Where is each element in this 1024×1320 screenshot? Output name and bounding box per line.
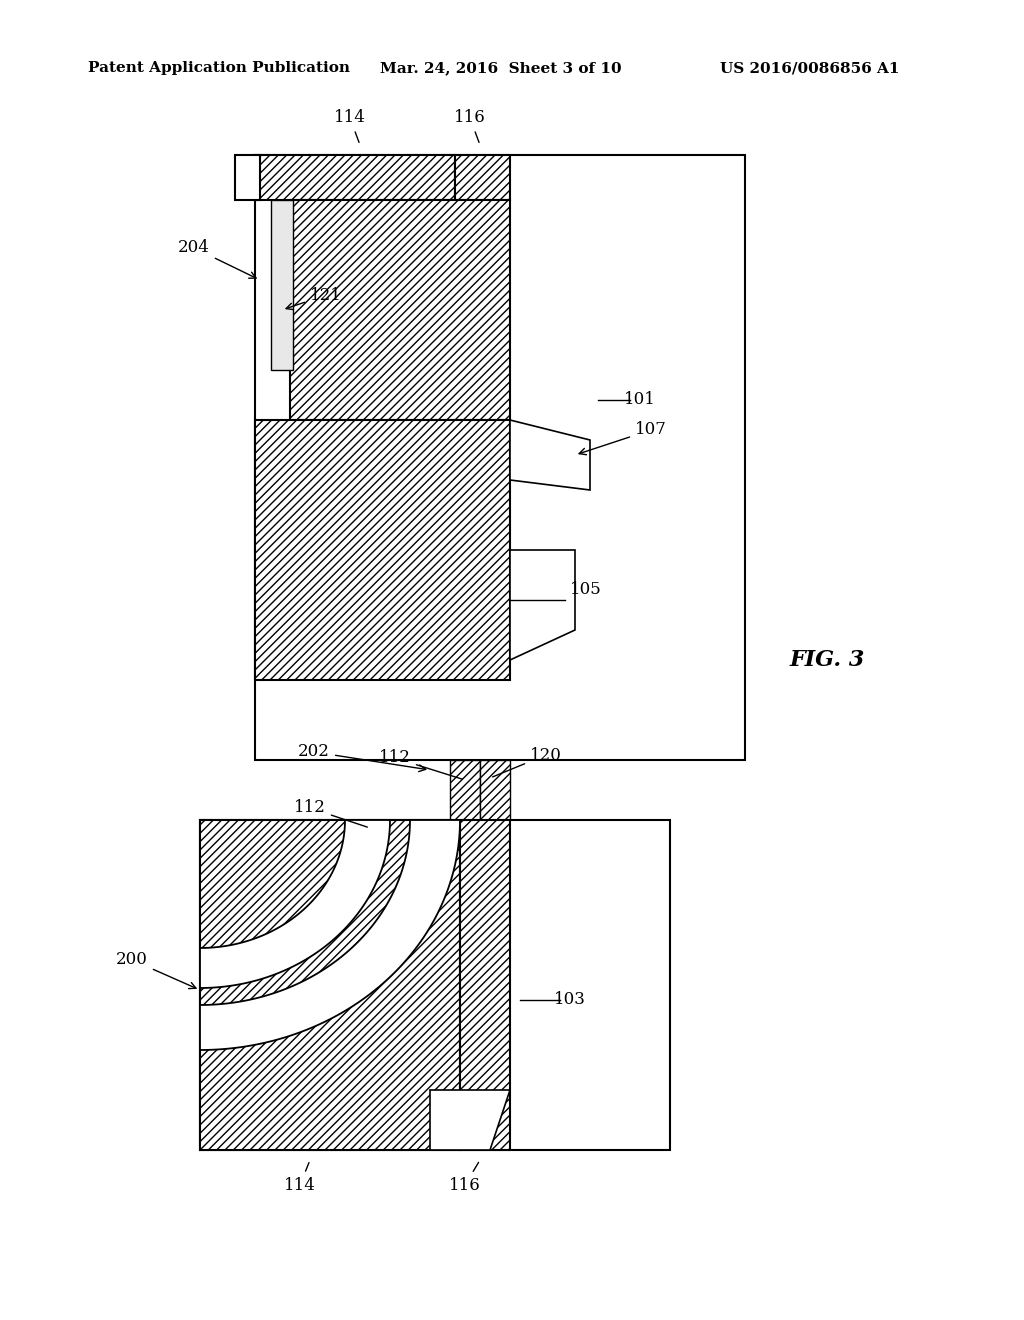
Polygon shape [200, 820, 390, 987]
Text: 114: 114 [334, 110, 366, 143]
Polygon shape [510, 420, 590, 490]
Text: 200: 200 [116, 952, 196, 989]
Text: 112: 112 [294, 800, 368, 828]
Polygon shape [290, 201, 510, 420]
Text: 101: 101 [624, 392, 656, 408]
Polygon shape [450, 760, 480, 820]
Polygon shape [455, 154, 510, 201]
Polygon shape [510, 550, 575, 660]
Polygon shape [255, 154, 455, 201]
Polygon shape [460, 820, 510, 1150]
Text: 103: 103 [554, 991, 586, 1008]
Text: 107: 107 [580, 421, 667, 454]
Text: 116: 116 [450, 1163, 481, 1193]
Bar [200, 820, 670, 1150]
Polygon shape [430, 1090, 510, 1150]
Bar [255, 154, 745, 760]
Text: 112: 112 [379, 750, 463, 779]
Text: US 2016/0086856 A1: US 2016/0086856 A1 [720, 61, 899, 75]
Text: 204: 204 [178, 239, 256, 279]
Text: Patent Application Publication: Patent Application Publication [88, 61, 350, 75]
Text: FIG. 3: FIG. 3 [790, 649, 865, 671]
Text: Mar. 24, 2016  Sheet 3 of 10: Mar. 24, 2016 Sheet 3 of 10 [380, 61, 622, 75]
Polygon shape [255, 420, 510, 680]
Polygon shape [234, 154, 260, 201]
Text: 116: 116 [454, 110, 485, 143]
Text: 202: 202 [298, 743, 426, 772]
Text: 105: 105 [570, 582, 602, 598]
Polygon shape [271, 201, 293, 370]
Text: 114: 114 [284, 1163, 316, 1193]
Polygon shape [480, 760, 510, 820]
Polygon shape [200, 820, 460, 1150]
Polygon shape [200, 820, 460, 1049]
Text: 121: 121 [286, 286, 342, 310]
Text: 120: 120 [493, 747, 562, 777]
